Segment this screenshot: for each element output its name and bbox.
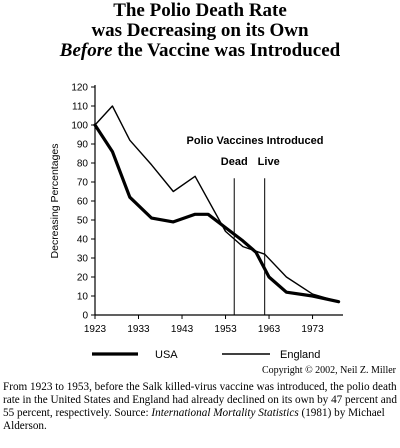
x-tick-label: 1963 [258, 324, 281, 335]
chart-legend: USA England [92, 349, 320, 361]
x-tick-label: 1953 [214, 324, 237, 335]
chart-title: The Polio Death Rate was Decreasing on i… [0, 1, 400, 61]
x-tick-label: 1923 [84, 324, 107, 335]
title-line-2: was Decreasing on its Own [91, 20, 309, 41]
title-emphasis: Before [59, 40, 113, 61]
y-tick-label: 90 [77, 140, 89, 151]
series-lines [93, 105, 341, 304]
y-tick-label: 20 [77, 273, 89, 284]
y-tick-label: 40 [77, 235, 89, 246]
caption: From 1923 to 1953, before the Salk kille… [3, 381, 399, 433]
chart-axes: 0 10 20 30 40 50 60 70 80 90 100 110 120 1923 1933 1943… [49, 83, 343, 335]
y-tick-label: 60 [77, 197, 89, 208]
copyright-notice: Copyright © 2002, Neil Z. Miller [262, 365, 396, 376]
x-tick-label: 1933 [127, 324, 150, 335]
y-tick-label: 30 [77, 254, 89, 265]
series-line-england [94, 105, 340, 303]
y-tick-label: 80 [77, 159, 89, 170]
live-vaccine-label: Live [258, 156, 280, 168]
x-tick-label: 1943 [171, 324, 194, 335]
series-line-usa [93, 123, 341, 304]
caption-source-title: International Mortality Statistics [151, 407, 299, 419]
y-tick-label: 110 [72, 102, 88, 113]
y-tick-label: 100 [71, 121, 88, 132]
caption-text-end: (1981) by Michael Alderson. [3, 407, 385, 432]
legend-label-usa: USA [155, 349, 178, 361]
caption-text: From 1923 to 1953, before the Salk kille… [3, 381, 397, 419]
vaccine-annotation-heading: Polio Vaccines Introduced [187, 135, 324, 147]
title-line-3: Before the Vaccine was Introduced [0, 41, 400, 61]
title-line-3-rest: the Vaccine was Introduced [112, 40, 341, 61]
y-tick-label: 10 [77, 292, 89, 303]
x-tick-label: 1973 [301, 324, 324, 335]
polio-death-rate-chart: 0 10 20 30 40 50 60 70 80 90 100 110 120 1923 1933 1943… [49, 83, 343, 361]
legend-label-england: England [280, 349, 320, 361]
y-tick-label: 0 [82, 311, 88, 322]
y-tick-label: 70 [77, 178, 89, 189]
vaccine-annotations: Polio Vaccines Introduced Dead Live [187, 135, 324, 315]
title-line-1: The Polio Death Rate [113, 0, 287, 21]
y-tick-label: 120 [71, 83, 88, 94]
dead-vaccine-label: Dead [221, 156, 248, 168]
y-tick-label: 50 [77, 216, 89, 227]
y-axis-label: Decreasing Percentages [49, 144, 61, 259]
